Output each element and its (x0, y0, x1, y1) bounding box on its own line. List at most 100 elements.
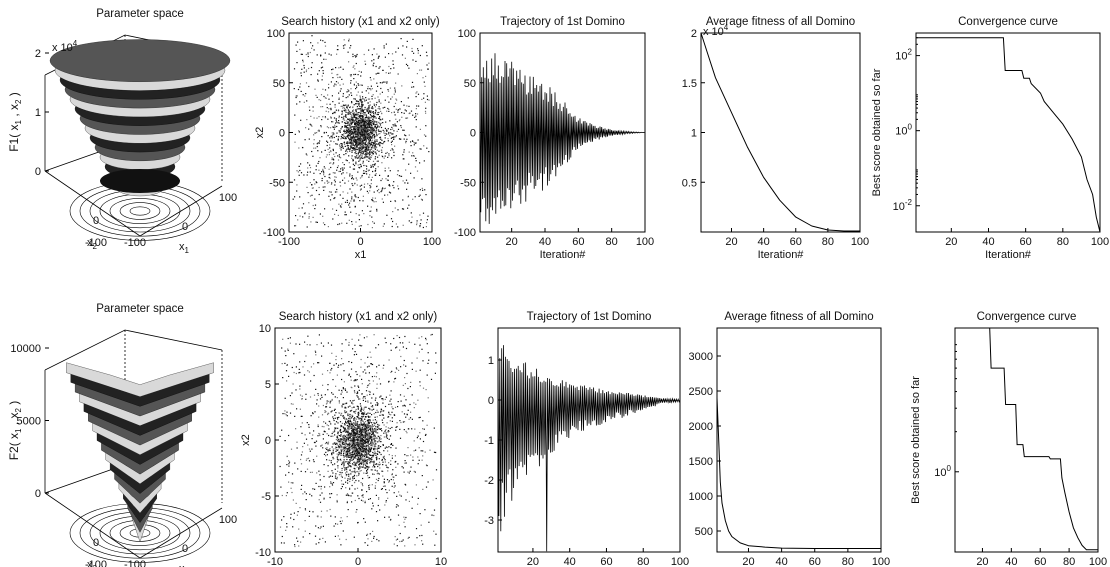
scatter-point (388, 462, 390, 464)
scatter-point (369, 123, 371, 125)
x-tick-label: 100 (851, 236, 869, 248)
scatter-point (359, 435, 362, 437)
scatter-point (328, 127, 330, 129)
scatter-point (285, 474, 287, 476)
scatter-point (364, 145, 366, 147)
scatter-point (327, 384, 329, 386)
scatter-point (309, 171, 311, 173)
scatter-point (302, 216, 304, 218)
scatter-point (361, 151, 363, 153)
scatter-point (367, 538, 369, 540)
scatter-point (357, 118, 359, 120)
scatter-point (420, 450, 422, 452)
scatter-point (325, 110, 327, 112)
scatter-point (305, 69, 308, 71)
scatter-point (370, 179, 372, 181)
scatter-point (375, 90, 378, 92)
scatter-point (371, 112, 373, 114)
scatter-point (378, 101, 380, 103)
scatter-point (367, 436, 369, 439)
scatter-point (339, 445, 341, 447)
scatter-point (379, 509, 381, 511)
scatter-point (384, 132, 386, 134)
scatter-point (375, 457, 377, 459)
scatter-point (349, 188, 351, 190)
scatter-point (376, 458, 378, 460)
scatter-point (379, 142, 381, 144)
scatter-point (335, 152, 337, 154)
scatter-point (357, 164, 359, 166)
scatter-point (372, 127, 374, 129)
scatter-point (294, 114, 296, 116)
scatter-point (296, 62, 298, 64)
scatter-point (412, 38, 414, 40)
scatter-point (374, 422, 376, 425)
scatter-point (356, 424, 358, 426)
scatter-point (379, 144, 381, 146)
scatter-point (320, 94, 323, 96)
scatter-point (360, 429, 362, 431)
scatter-point (377, 57, 379, 59)
scatter-point (327, 135, 329, 137)
z-axis-label: F1( x1 , x2 ) (7, 92, 23, 152)
scatter-point (379, 174, 381, 176)
scatter-point (392, 408, 394, 410)
scatter-point (344, 214, 346, 216)
scatter-point (356, 136, 358, 138)
scatter-point (365, 139, 367, 141)
scatter-point (376, 459, 378, 461)
scatter-point (414, 471, 416, 473)
scatter-point (356, 373, 358, 376)
scatter-point (411, 140, 414, 142)
scatter-point (360, 225, 362, 227)
x-tick-label: 60 (1020, 236, 1032, 248)
scatter-point (365, 117, 368, 119)
scatter-point (366, 137, 368, 139)
scatter-point (384, 99, 386, 101)
scatter-point (318, 142, 320, 144)
scatter-point (389, 192, 392, 194)
scatter-point (293, 88, 295, 90)
scatter-point (372, 145, 374, 147)
scatter-point (358, 443, 360, 445)
scatter-point (343, 451, 345, 453)
scatter-point (330, 462, 332, 464)
scatter-point (341, 173, 343, 175)
scatter-point (359, 435, 361, 437)
scatter-point (368, 390, 370, 392)
scatter-point (376, 112, 379, 114)
scatter-point (371, 405, 374, 407)
scatter-point (419, 381, 421, 383)
scatter-point (331, 137, 333, 139)
chart-title: Search history (x1 and x2 only) (279, 311, 438, 323)
scatter-point (354, 471, 356, 473)
scatter-point (362, 420, 364, 422)
scatter-point (360, 98, 362, 100)
scatter-point (349, 150, 351, 152)
scatter-point (394, 371, 396, 373)
scatter-point (352, 432, 354, 434)
scatter-point (350, 136, 352, 138)
scatter-point (420, 69, 423, 71)
scatter-point (390, 137, 392, 139)
scatter-point (362, 141, 364, 143)
scatter-point (365, 462, 368, 464)
scatter-point (368, 124, 370, 126)
scatter-point (334, 176, 336, 178)
scatter-point (370, 127, 372, 129)
scatter-point (411, 216, 413, 218)
scatter-point (330, 482, 332, 484)
scatter-point (369, 484, 371, 486)
scatter-point (413, 402, 415, 404)
scatter-point (368, 136, 370, 139)
scatter-point (363, 108, 366, 111)
scatter-point (300, 75, 302, 77)
scatter-point (392, 60, 394, 62)
scatter-point (354, 448, 356, 450)
scatter-point (350, 133, 352, 136)
scatter-point (358, 447, 360, 449)
scatter-point (402, 384, 404, 386)
scatter-point (367, 156, 369, 158)
scatter-point (356, 94, 358, 96)
scatter-point (365, 146, 367, 148)
